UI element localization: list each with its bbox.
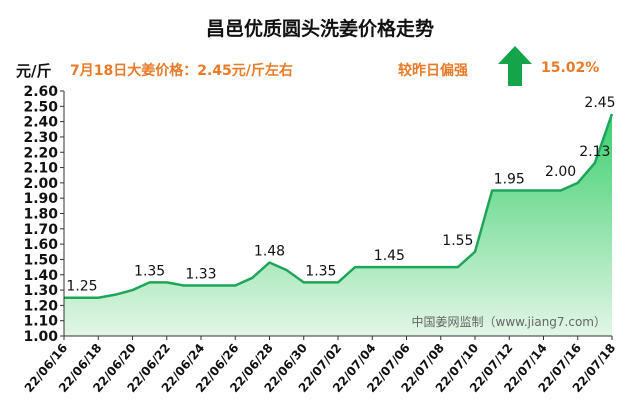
data-label: 1.33 [185,266,216,282]
data-label: 1.55 [442,233,473,249]
y-tick-label: 1.10 [23,314,58,330]
y-tick-label: 1.00 [23,329,58,345]
y-tick-label: 1.40 [23,268,58,284]
y-tick-label: 1.50 [23,252,58,268]
y-tick-label: 1.20 [23,298,58,314]
data-label: 2.45 [584,95,615,111]
price-note: 7月18日大姜价格：2.45元/斤左右 [70,63,293,79]
price-line [64,113,614,299]
data-label: 1.48 [254,244,285,260]
data-label: 1.95 [494,172,525,188]
y-tick-label: 1.70 [23,222,58,238]
chart-title: 昌邑优质圆头洗姜价格走势 [205,18,434,40]
y-tick-label: 2.30 [23,130,58,146]
data-label: 1.35 [134,263,165,279]
change-percent: 15.02% [541,60,600,76]
up-arrow-icon [498,46,532,86]
y-tick-label: 2.60 [23,84,58,100]
y-tick-label: 2.00 [23,176,58,192]
compare-label: 较昨日偏强 [398,63,468,79]
data-label: 1.35 [305,263,336,279]
y-tick-label: 1.30 [23,283,58,299]
area-fill [64,113,612,336]
data-label: 2.00 [545,164,576,180]
y-tick-label: 1.90 [23,191,58,207]
y-axis-unit: 元/斤 [16,62,52,80]
y-tick-label: 2.10 [23,161,58,177]
y-tick-label: 1.80 [23,207,58,223]
data-label: 2.13 [579,144,610,160]
data-label: 1.45 [374,248,405,264]
y-tick-label: 2.20 [23,145,58,161]
y-tick-label: 2.40 [23,115,58,131]
y-tick-label: 2.50 [23,99,58,115]
y-tick-label: 1.60 [23,237,58,253]
data-label: 1.25 [66,279,97,295]
watermark-text: 中国姜网监制（www.jiang7.com） [412,314,606,329]
